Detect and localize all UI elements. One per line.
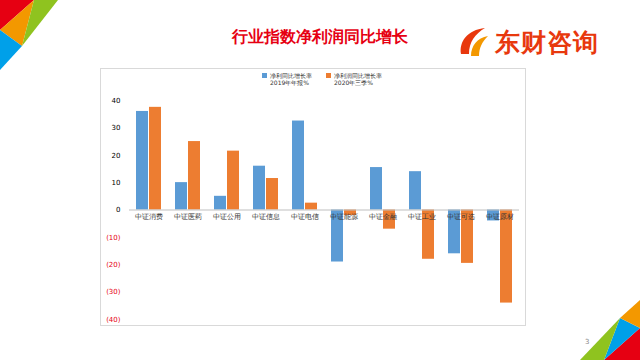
svg-text:中证能源: 中证能源 bbox=[330, 213, 358, 221]
svg-text:中证可选: 中证可选 bbox=[447, 213, 475, 221]
html-text:2020年三季%: 2020年三季% bbox=[334, 79, 373, 86]
svg-text:中证信息: 中证信息 bbox=[252, 213, 280, 221]
html-text:2019年年报%: 2019年年报% bbox=[270, 79, 309, 86]
html-text:净利润同比增长率: 净利润同比增长率 bbox=[334, 72, 382, 79]
svg-text:中证金融: 中证金融 bbox=[369, 213, 397, 221]
svg-text:30: 30 bbox=[112, 124, 121, 132]
svg-text:中证原材: 中证原材 bbox=[486, 213, 514, 221]
html-text:行业指数净利润同比增长: 行业指数净利润同比增长 bbox=[232, 27, 408, 46]
html-text:净利同比增长率: 净利同比增长率 bbox=[270, 72, 312, 79]
svg-text:40: 40 bbox=[112, 97, 121, 105]
svg-text:(20): (20) bbox=[106, 261, 121, 269]
svg-text:(10): (10) bbox=[106, 234, 121, 242]
svg-text:中证公用: 中证公用 bbox=[213, 213, 241, 221]
svg-text:中证医药: 中证医药 bbox=[174, 213, 202, 221]
svg-text:中证工业: 中证工业 bbox=[408, 213, 436, 221]
svg-text:中证消费: 中证消费 bbox=[135, 213, 163, 221]
svg-text:中证电信: 中证电信 bbox=[291, 213, 319, 221]
svg-text:10: 10 bbox=[112, 179, 121, 187]
svg-text:(30): (30) bbox=[106, 288, 121, 296]
svg-text:20: 20 bbox=[112, 151, 121, 159]
html-text:3: 3 bbox=[585, 338, 590, 346]
html-text:东财咨询: 东财咨询 bbox=[495, 27, 599, 57]
svg-text:(40): (40) bbox=[106, 316, 121, 324]
svg-text:0: 0 bbox=[116, 206, 120, 214]
